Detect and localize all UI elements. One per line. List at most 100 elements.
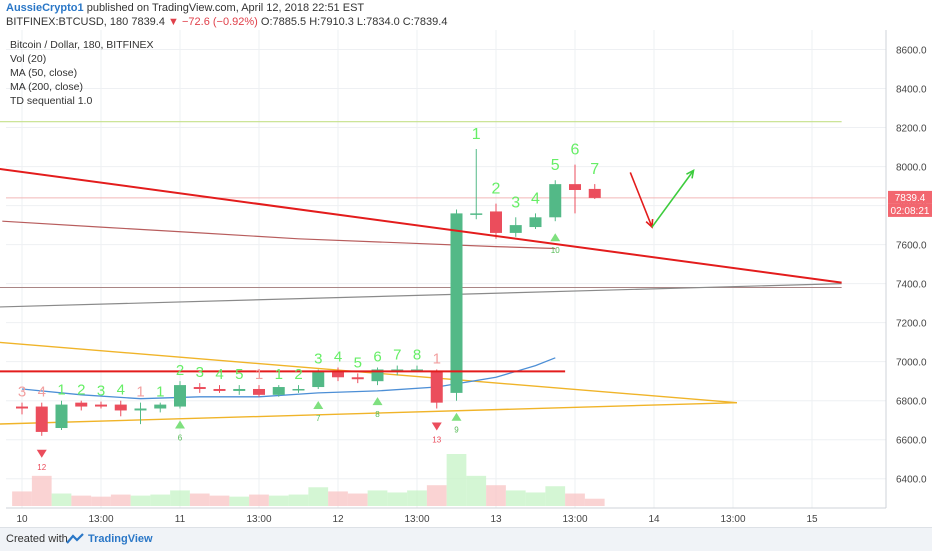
td-count-label: 1 <box>255 366 263 383</box>
ma50-line <box>21 357 556 400</box>
tradingview-brand-link[interactable]: TradingView <box>88 533 153 545</box>
candle-body <box>529 217 542 228</box>
sell-signal-triangle <box>36 449 47 458</box>
price-tick-label: 6400.0 <box>896 475 927 486</box>
down-arrow <box>629 172 653 228</box>
candle-body <box>253 388 265 395</box>
ma200-line <box>2 220 556 250</box>
footer: Created with TradingView <box>0 527 932 551</box>
candle-body <box>233 388 246 391</box>
wedge-bottom-line <box>0 401 737 425</box>
candle-body <box>292 388 305 391</box>
legend-symbol[interactable]: Bitcoin / Dollar, 180, BITFINEX <box>10 39 154 51</box>
buy-signal-triangle <box>372 397 383 406</box>
td-count-label: 1 <box>275 366 283 383</box>
td-count-label: 4 <box>38 384 46 401</box>
candle-body <box>75 402 88 407</box>
volume-bar <box>12 491 32 506</box>
volume-bar <box>407 490 427 506</box>
volume-bar <box>565 493 585 506</box>
signal-count-label: 9 <box>454 426 459 435</box>
candle-body <box>134 408 147 411</box>
time-tick-label: 13 <box>490 514 502 525</box>
time-tick-label: 10 <box>16 514 28 525</box>
volume-bar <box>505 490 526 506</box>
candle-body <box>569 184 581 190</box>
legend-ma200[interactable]: MA (200, close) <box>10 81 83 93</box>
td-count-label: 2 <box>176 362 184 379</box>
candle-body <box>35 406 48 432</box>
price-tick-label: 7200.0 <box>896 319 927 330</box>
td-count-label: 1 <box>57 382 65 399</box>
volume-bar <box>288 494 309 506</box>
candle-body <box>371 369 384 382</box>
candle-body <box>213 388 226 391</box>
time-tick-label: 15 <box>806 514 818 525</box>
volume-bar <box>150 494 171 506</box>
publish-line: AussieCrypto1 published on TradingView.c… <box>6 2 364 14</box>
signal-count-label: 8 <box>375 410 380 419</box>
candle-body <box>509 225 522 233</box>
price-tick-label: 7000.0 <box>896 358 927 369</box>
volume-bar <box>91 496 111 506</box>
td-count-label: 4 <box>117 382 125 399</box>
legend-volume[interactable]: Vol (20) <box>10 53 47 65</box>
td-count-label: 2 <box>77 382 85 399</box>
price-tick-label: 8000.0 <box>896 163 927 174</box>
price-tick-label: 8600.0 <box>896 46 927 57</box>
time-tick-label: 11 <box>175 514 186 525</box>
volume-bar <box>170 490 190 506</box>
price-tick-label: 8400.0 <box>896 85 927 96</box>
price-change: −72.6 (−0.92%) <box>182 16 258 28</box>
price-tick-label: 6600.0 <box>896 436 927 447</box>
volume-bar <box>209 495 230 506</box>
candle-body <box>193 387 206 389</box>
time-tick-label: 12 <box>332 514 344 525</box>
volume-bar <box>130 495 151 506</box>
last-price: 7839.4 <box>131 16 165 28</box>
signal-count-label: 13 <box>432 435 441 444</box>
volume-bar <box>71 495 92 506</box>
td-count-label: 2 <box>294 366 302 383</box>
down-arrow-icon: ▼ <box>168 16 179 28</box>
volume-bar <box>110 494 131 506</box>
buy-signal-triangle <box>451 412 462 421</box>
volume-bar <box>426 485 447 506</box>
price-tick-label: 7400.0 <box>896 280 927 291</box>
candle-body <box>588 188 601 198</box>
volume-bar <box>229 496 250 506</box>
candle-body <box>154 404 167 409</box>
time-tick-label: 14 <box>648 514 660 525</box>
chart-header: AussieCrypto1 published on TradingView.c… <box>0 0 932 28</box>
price-chart[interactable]: 6400.0 6600.0 6800.0 7000.0 7200.0 7400.0 7600… <box>0 28 932 527</box>
volume-bar <box>446 454 467 506</box>
td-count-label: 3 <box>18 384 26 401</box>
buy-signal-triangle <box>313 400 324 409</box>
td-count-label: 6 <box>571 142 580 159</box>
volume-bar <box>268 495 289 506</box>
symbol-label: BITFINEX:BTCUSD, 180 <box>6 16 129 28</box>
price-tick-label: 6800.0 <box>896 397 927 408</box>
author-link[interactable]: AussieCrypto1 <box>6 2 84 14</box>
time-tick-label: 13:00 <box>720 514 745 525</box>
buy-signal-triangle <box>175 420 185 429</box>
price-tick-label: 8200.0 <box>896 124 927 135</box>
td-count-label: 5 <box>551 157 560 174</box>
time-tick-label: 13:00 <box>404 514 429 525</box>
td-count-label: 5 <box>354 354 362 371</box>
td-count-label: 1 <box>472 126 481 143</box>
td-count-label: 7 <box>590 161 599 178</box>
volume-bar <box>308 487 329 506</box>
td-count-label: 6 <box>373 349 381 366</box>
up-arrow <box>651 170 695 228</box>
signal-count-label: 7 <box>316 414 321 423</box>
td-count-label: 8 <box>413 347 421 364</box>
legend-td-sequential[interactable]: TD sequential 1.0 <box>10 95 93 107</box>
td-count-label: 2 <box>492 181 501 198</box>
time-tick-label: 13:00 <box>246 514 271 525</box>
volume-bar <box>545 486 566 506</box>
candle-body <box>450 213 463 393</box>
legend-ma50[interactable]: MA (50, close) <box>10 67 78 79</box>
volume-bar <box>51 493 72 506</box>
created-with-label: Created with <box>6 533 68 545</box>
